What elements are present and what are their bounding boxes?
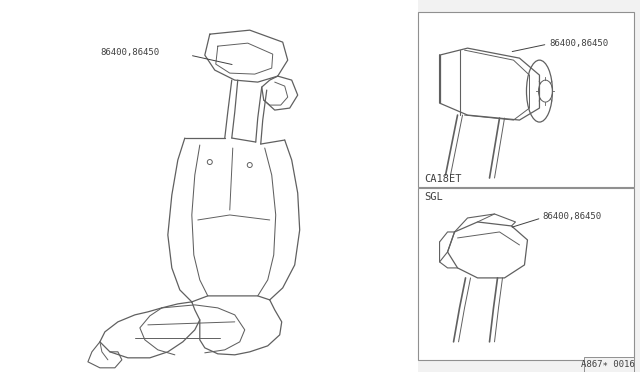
- Bar: [417, 12, 634, 187]
- Bar: [417, 188, 634, 360]
- Text: 86400,86450: 86400,86450: [543, 212, 602, 221]
- Text: 86400,86450: 86400,86450: [550, 39, 609, 48]
- Bar: [584, 357, 634, 372]
- Text: A867∗ 0016: A867∗ 0016: [580, 360, 634, 369]
- Text: CA18ET: CA18ET: [424, 174, 462, 184]
- Text: 86400,86450: 86400,86450: [100, 48, 159, 57]
- Text: SGL: SGL: [424, 192, 444, 202]
- Circle shape: [247, 163, 252, 167]
- Circle shape: [207, 160, 212, 164]
- Bar: [0, 0, 417, 372]
